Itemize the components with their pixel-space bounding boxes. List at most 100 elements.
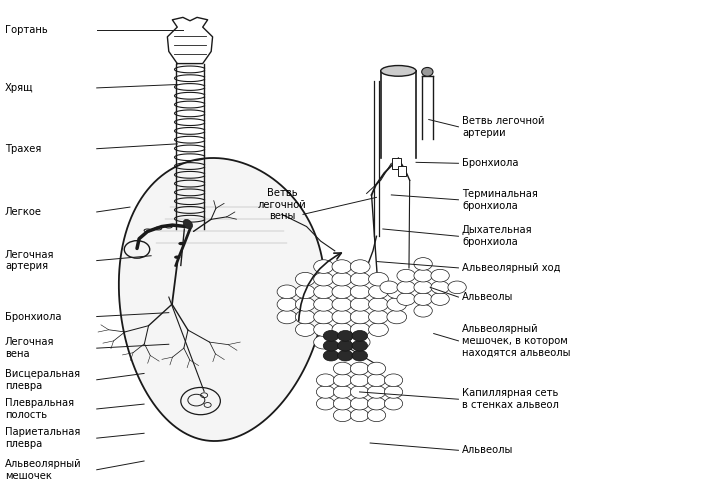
Text: Бронхиола: Бронхиола [5, 311, 61, 322]
Circle shape [380, 281, 398, 294]
Circle shape [350, 323, 370, 337]
Text: Легкое: Легкое [5, 207, 42, 217]
Circle shape [323, 350, 339, 361]
Circle shape [367, 409, 386, 422]
Text: Плевральная
полость: Плевральная полость [5, 398, 74, 420]
Circle shape [350, 273, 370, 286]
Circle shape [369, 310, 388, 324]
Circle shape [397, 293, 415, 306]
Circle shape [352, 340, 367, 351]
Circle shape [277, 285, 297, 299]
Circle shape [333, 362, 352, 375]
Circle shape [414, 293, 432, 306]
Polygon shape [119, 158, 325, 441]
Text: Ветвь
легочной
вены: Ветвь легочной вены [258, 188, 306, 221]
Circle shape [337, 340, 353, 351]
Circle shape [333, 398, 352, 410]
Circle shape [397, 281, 415, 294]
Text: Легочная
артерия: Легочная артерия [5, 250, 54, 272]
Circle shape [414, 269, 432, 282]
Circle shape [332, 298, 352, 311]
Circle shape [314, 323, 333, 337]
Circle shape [350, 398, 369, 410]
Circle shape [295, 273, 315, 286]
Circle shape [431, 269, 449, 282]
Circle shape [295, 310, 315, 324]
Circle shape [295, 323, 315, 337]
Text: Легочная
вена: Легочная вена [5, 338, 54, 359]
Circle shape [414, 281, 432, 294]
Circle shape [332, 260, 352, 274]
Text: Висцеральная
плевра: Висцеральная плевра [5, 369, 80, 391]
Text: Дыхательная
бронхиола: Дыхательная бронхиола [462, 225, 533, 247]
Circle shape [397, 269, 415, 282]
Circle shape [369, 273, 388, 286]
Circle shape [387, 298, 407, 311]
Circle shape [333, 386, 352, 398]
Circle shape [387, 310, 407, 324]
Circle shape [350, 409, 369, 422]
Circle shape [350, 298, 370, 311]
Circle shape [314, 298, 333, 311]
Ellipse shape [381, 65, 416, 76]
Ellipse shape [174, 255, 180, 259]
Ellipse shape [183, 219, 192, 229]
Circle shape [369, 323, 388, 337]
Circle shape [367, 398, 386, 410]
Circle shape [332, 323, 352, 337]
Circle shape [333, 409, 352, 422]
Circle shape [337, 350, 353, 361]
Circle shape [314, 310, 333, 324]
Circle shape [352, 331, 367, 341]
Circle shape [431, 293, 449, 306]
Circle shape [384, 386, 403, 398]
Text: Альвеолярный ход: Альвеолярный ход [462, 263, 560, 273]
Circle shape [295, 285, 315, 299]
Circle shape [332, 336, 352, 349]
FancyArrowPatch shape [299, 253, 341, 321]
Circle shape [350, 336, 370, 349]
Ellipse shape [422, 67, 433, 76]
Circle shape [369, 298, 388, 311]
FancyBboxPatch shape [392, 158, 401, 169]
Circle shape [350, 310, 370, 324]
Circle shape [367, 362, 386, 375]
Circle shape [350, 285, 370, 299]
Circle shape [352, 350, 367, 361]
Circle shape [316, 374, 335, 387]
Circle shape [314, 336, 333, 349]
Text: Альвеолярный
мешочек: Альвеолярный мешочек [5, 459, 81, 481]
Circle shape [314, 285, 333, 299]
Ellipse shape [178, 242, 184, 246]
Circle shape [332, 273, 352, 286]
FancyBboxPatch shape [398, 166, 406, 177]
Circle shape [314, 260, 333, 274]
Circle shape [414, 258, 432, 270]
Circle shape [332, 285, 352, 299]
Circle shape [350, 260, 370, 274]
Text: Трахея: Трахея [5, 144, 41, 154]
Circle shape [277, 298, 297, 311]
Circle shape [314, 273, 333, 286]
Circle shape [350, 362, 369, 375]
Circle shape [367, 374, 386, 387]
Text: Гортань: Гортань [5, 25, 48, 34]
Text: Бронхиола: Бронхиола [462, 158, 518, 168]
Circle shape [384, 398, 403, 410]
Text: Хрящ: Хрящ [5, 83, 33, 93]
Circle shape [384, 374, 403, 387]
Circle shape [431, 281, 449, 294]
Circle shape [337, 331, 353, 341]
Text: Альвеолы: Альвеолы [462, 445, 513, 455]
Text: Альвеолы: Альвеолы [462, 292, 513, 302]
Circle shape [323, 340, 339, 351]
Circle shape [414, 305, 432, 317]
Circle shape [369, 285, 388, 299]
Circle shape [295, 298, 315, 311]
Circle shape [332, 310, 352, 324]
Polygon shape [167, 17, 213, 63]
Circle shape [333, 374, 352, 387]
Text: Капиллярная сеть
в стенках альвеол: Капиллярная сеть в стенках альвеол [462, 388, 559, 410]
Text: Париетальная
плевра: Париетальная плевра [5, 428, 80, 449]
Circle shape [367, 386, 386, 398]
